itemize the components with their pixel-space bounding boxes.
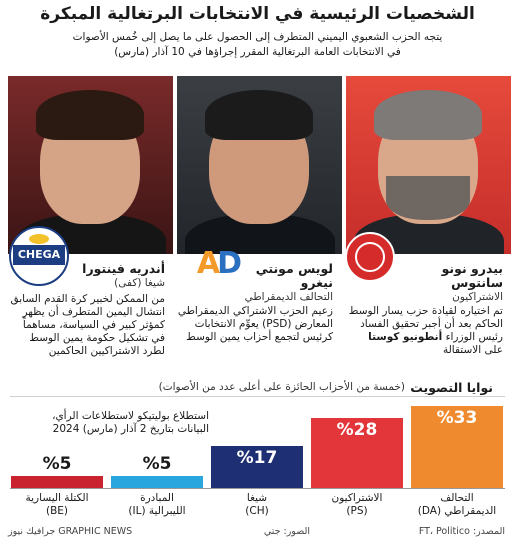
candidate-2-party: التحالف الديمقراطي <box>244 291 333 303</box>
bar-value-label-1: %33 <box>436 408 478 428</box>
subtitle-line-2: في الانتخابات العامة البرتغالية المقرر إ… <box>114 46 401 58</box>
footer-source: المصدر: FT، Politico <box>418 526 505 537</box>
poll-note: استطلاع بوليتيكو لاستطلاعات الرأي، البيا… <box>52 410 209 435</box>
poll-title: نوايا التصويت <box>410 380 493 395</box>
photo-montenegro <box>177 76 342 254</box>
bar-category-label-1: التحالف الديمقراطي (DA) <box>417 492 497 517</box>
candidate-1-name: بيدرو نونو سانتوس <box>441 261 503 290</box>
bar-category-label-4: المبادرة الليبرالية (IL) <box>128 492 186 517</box>
photo-santos <box>346 76 511 254</box>
bar-2: %28 <box>311 418 403 488</box>
candidate-2-description: زعيم الحزب الاشتراكي الديمقراطي المعارض … <box>177 305 333 343</box>
bar-3: %17 <box>211 446 303 488</box>
bar-5: %5 <box>11 454 103 488</box>
bar-value-label-2: %28 <box>336 420 378 440</box>
subtitle: يتجه الحزب الشعبوي اليميني المتطرف إلى ا… <box>20 30 495 60</box>
section-divider <box>10 396 505 397</box>
chega-logo-text: CHEGA <box>13 245 65 265</box>
bar-chart: %33 التحالف الديمقراطي (DA) %28 الاشتراكيون(… <box>0 398 515 517</box>
bar-value-label-3: %17 <box>236 448 278 468</box>
bar-category-label-2: الاشتراكيون (PS) <box>331 492 383 517</box>
ad-logo-icon: AD <box>196 246 242 281</box>
page-title: الشخصيات الرئيسية في الانتخابات البرتغال… <box>40 4 475 24</box>
subtitle-line-1: يتجه الحزب الشعبوي اليميني المتطرف إلى ا… <box>72 31 443 43</box>
candidate-1-description: تم اختياره لقيادة حزب يسار الوسط الحاكم … <box>348 305 503 356</box>
candidate-1-party: الاشتراكيون <box>452 291 503 303</box>
footer-photo-credit: الصور: جتي <box>263 526 310 537</box>
bar-4: %5 <box>111 454 203 488</box>
chega-logo-icon: CHEGA <box>9 226 69 286</box>
bar-category-label-5: الكتلة اليسارية (BE) <box>25 492 89 517</box>
bar-value-label-4: %5 <box>142 454 172 474</box>
bar-1: %33 <box>411 406 503 488</box>
photo-ventura <box>8 76 173 254</box>
candidate-3-name: أندريه فينتورا <box>82 261 165 276</box>
candidate-photos <box>0 76 515 254</box>
chart-baseline <box>10 488 505 489</box>
footer-brand: GRAPHIC NEWS جرافيك نيوز <box>8 526 133 537</box>
candidate-3-party: شيغا (كفى) <box>114 277 165 289</box>
candidate-2-name: لويس مونتي نيغرو <box>255 261 333 290</box>
ps-logo-icon <box>345 232 395 282</box>
candidate-3-description: من الممكن لخبير كرة القدم السابق انتشال … <box>10 293 165 357</box>
bar-value-label-5: %5 <box>42 454 72 474</box>
bar-category-label-3: شيغا (CH) <box>245 492 269 517</box>
poll-subtitle: (خمسة من الأحزاب الحائزة على أعلى عدد من… <box>158 381 405 393</box>
